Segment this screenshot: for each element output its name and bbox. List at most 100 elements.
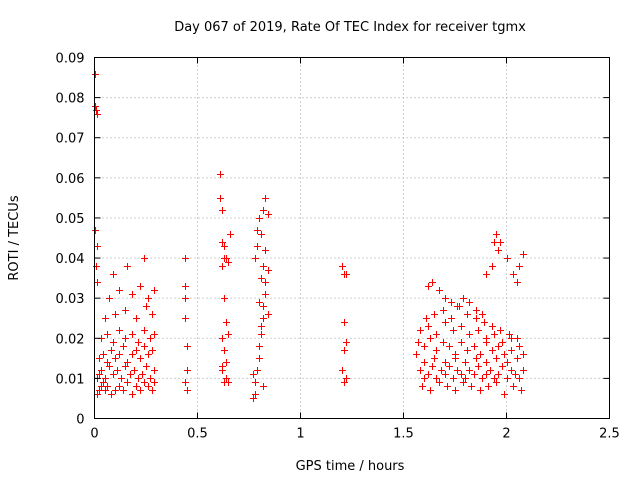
data-point <box>512 371 519 378</box>
data-point <box>262 195 269 202</box>
y-tick-label: 0.06 <box>56 172 85 187</box>
data-point <box>421 375 428 382</box>
data-point <box>516 263 523 270</box>
data-point <box>343 271 350 278</box>
data-point <box>250 371 257 378</box>
data-point <box>250 395 257 402</box>
data-point <box>477 387 484 394</box>
x-tick-label: 1.5 <box>393 427 414 442</box>
data-point <box>450 375 457 382</box>
data-point <box>448 315 455 322</box>
data-point <box>444 383 451 390</box>
data-point <box>510 383 517 390</box>
data-point <box>116 383 123 390</box>
data-point <box>120 343 127 350</box>
data-point <box>462 375 469 382</box>
data-point <box>518 387 525 394</box>
data-point <box>429 363 436 370</box>
data-point <box>135 339 142 346</box>
data-point <box>225 331 232 338</box>
data-point <box>149 387 156 394</box>
data-point <box>102 315 109 322</box>
data-point <box>223 319 230 326</box>
data-point <box>464 311 471 318</box>
data-point <box>413 351 420 358</box>
data-point <box>258 231 265 238</box>
data-point <box>92 71 99 78</box>
plot-frame <box>94 57 610 419</box>
data-point <box>339 263 346 270</box>
data-point <box>102 387 109 394</box>
data-point <box>184 367 191 374</box>
data-point <box>96 355 103 362</box>
data-point <box>508 347 515 354</box>
data-point <box>223 255 230 262</box>
data-point <box>499 339 506 346</box>
data-point <box>124 379 131 386</box>
data-point <box>514 355 521 362</box>
data-point <box>131 367 138 374</box>
data-point <box>415 339 422 346</box>
data-point <box>145 351 152 358</box>
data-point <box>137 387 144 394</box>
data-point <box>423 315 430 322</box>
data-point <box>448 299 455 306</box>
data-point <box>141 327 148 334</box>
data-point <box>442 359 449 366</box>
data-point <box>133 347 140 354</box>
data-point <box>265 211 272 218</box>
data-point <box>262 247 269 254</box>
data-point <box>96 387 103 394</box>
data-point <box>520 367 527 374</box>
data-point <box>471 371 478 378</box>
data-point <box>514 335 521 342</box>
data-point <box>219 335 226 342</box>
data-point <box>260 383 267 390</box>
data-point <box>137 355 144 362</box>
data-point <box>133 315 140 322</box>
data-point <box>223 359 230 366</box>
data-point <box>421 343 428 350</box>
data-point <box>98 367 105 374</box>
data-point <box>504 359 511 366</box>
data-point <box>473 307 480 314</box>
data-point <box>483 271 490 278</box>
data-point <box>184 343 191 350</box>
y-tick-label: 0.03 <box>56 292 85 307</box>
data-point <box>477 351 484 358</box>
data-point <box>256 299 263 306</box>
data-point <box>458 371 465 378</box>
data-point <box>252 379 259 386</box>
data-point <box>508 367 515 374</box>
data-point <box>489 263 496 270</box>
data-point <box>431 355 438 362</box>
data-point <box>102 375 109 382</box>
y-tick-label: 0.09 <box>56 52 85 67</box>
data-point <box>516 375 523 382</box>
data-point <box>104 383 111 390</box>
data-point <box>94 111 101 118</box>
data-point <box>92 103 99 110</box>
chart-title: Day 067 of 2019, Rate Of TEC Index for r… <box>174 20 526 35</box>
y-tick-label: 0.08 <box>56 92 85 107</box>
data-point <box>479 375 486 382</box>
data-point <box>425 283 432 290</box>
data-point <box>147 375 154 382</box>
data-point <box>495 371 502 378</box>
data-point <box>446 363 453 370</box>
data-point <box>137 283 144 290</box>
data-point <box>471 343 478 350</box>
data-point <box>446 343 453 350</box>
data-point <box>124 263 131 270</box>
data-point <box>221 347 228 354</box>
data-point <box>427 335 434 342</box>
data-point <box>343 375 350 382</box>
data-point <box>433 347 440 354</box>
data-point <box>151 379 158 386</box>
data-point <box>483 371 490 378</box>
data-point <box>514 279 521 286</box>
data-point <box>116 287 123 294</box>
data-point <box>440 307 447 314</box>
y-axis-label: ROTI / TECUs <box>7 195 22 280</box>
